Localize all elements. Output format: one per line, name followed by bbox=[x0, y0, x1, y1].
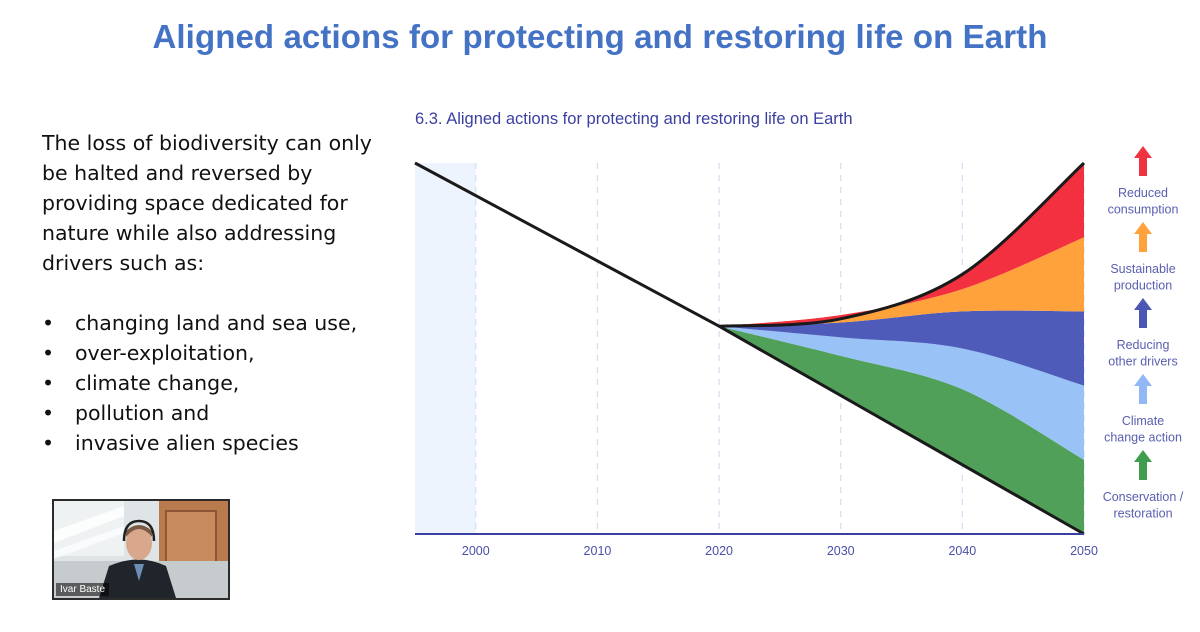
legend-label: other drivers bbox=[1108, 355, 1177, 369]
x-tick-label: 2020 bbox=[705, 544, 733, 558]
intro-paragraph: The loss of biodiversity can only be hal… bbox=[42, 128, 382, 278]
legend-label: change action bbox=[1104, 431, 1182, 445]
bullet-item: pollution and bbox=[42, 398, 357, 428]
area-band-2 bbox=[719, 310, 1084, 386]
paragraph-line: The loss of biodiversity can only bbox=[42, 131, 372, 155]
area-band-3 bbox=[719, 237, 1084, 327]
bullet-item: climate change, bbox=[42, 368, 357, 398]
x-tick-label: 2050 bbox=[1070, 544, 1098, 558]
historical-shaded-band bbox=[415, 163, 476, 534]
speaker-video-thumbnail[interactable]: Ivar Baste bbox=[52, 499, 230, 600]
bullet-item: over-exploitation, bbox=[42, 338, 357, 368]
paragraph-line: drivers such as: bbox=[42, 251, 205, 275]
up-arrow-icon bbox=[1134, 298, 1152, 328]
up-arrow-icon bbox=[1134, 146, 1152, 176]
legend-item: Reduced consumption bbox=[1108, 146, 1179, 217]
legend-label: restoration bbox=[1113, 507, 1172, 521]
up-arrow-icon bbox=[1134, 374, 1152, 404]
bullet-item: invasive alien species bbox=[42, 428, 357, 458]
legend-label: consumption bbox=[1108, 203, 1179, 217]
legend-label: production bbox=[1114, 279, 1172, 293]
area-band-1 bbox=[719, 326, 1084, 460]
slide-title: Aligned actions for protecting and resto… bbox=[152, 18, 1048, 55]
x-tick-label: 2010 bbox=[584, 544, 612, 558]
paragraph-line: providing space dedicated for bbox=[42, 191, 348, 215]
legend-label: Reducing bbox=[1117, 338, 1170, 352]
up-arrow-icon bbox=[1134, 222, 1152, 252]
legend-item: Climate change action bbox=[1104, 374, 1182, 445]
participant-name-label: Ivar Baste bbox=[56, 583, 110, 596]
legend-item: Sustainable production bbox=[1110, 222, 1176, 293]
x-tick-label: 2000 bbox=[462, 544, 490, 558]
legend-label: Conservation / bbox=[1103, 490, 1184, 504]
paragraph-line: be halted and reversed by bbox=[42, 161, 313, 185]
chart-title: 6.3. Aligned actions for protecting and … bbox=[415, 110, 853, 128]
legend-label: Sustainable bbox=[1110, 262, 1175, 276]
legend-label: Reduced bbox=[1118, 186, 1168, 200]
legend-label: Climate bbox=[1122, 414, 1164, 428]
x-tick-label: 2030 bbox=[827, 544, 855, 558]
driver-bullet-list: changing land and sea use, over-exploita… bbox=[42, 308, 357, 458]
legend-item: Reducing other drivers bbox=[1108, 298, 1178, 369]
bullet-item: changing land and sea use, bbox=[42, 308, 357, 338]
combined-action-curve bbox=[719, 161, 1086, 328]
legend-item: Conservation / restoration bbox=[1103, 450, 1184, 521]
speaker-video-frame bbox=[54, 501, 228, 598]
area-band-4 bbox=[719, 163, 1084, 327]
up-arrow-icon bbox=[1134, 450, 1152, 480]
paragraph-line: nature while also addressing bbox=[42, 221, 337, 245]
x-tick-label: 2040 bbox=[948, 544, 976, 558]
